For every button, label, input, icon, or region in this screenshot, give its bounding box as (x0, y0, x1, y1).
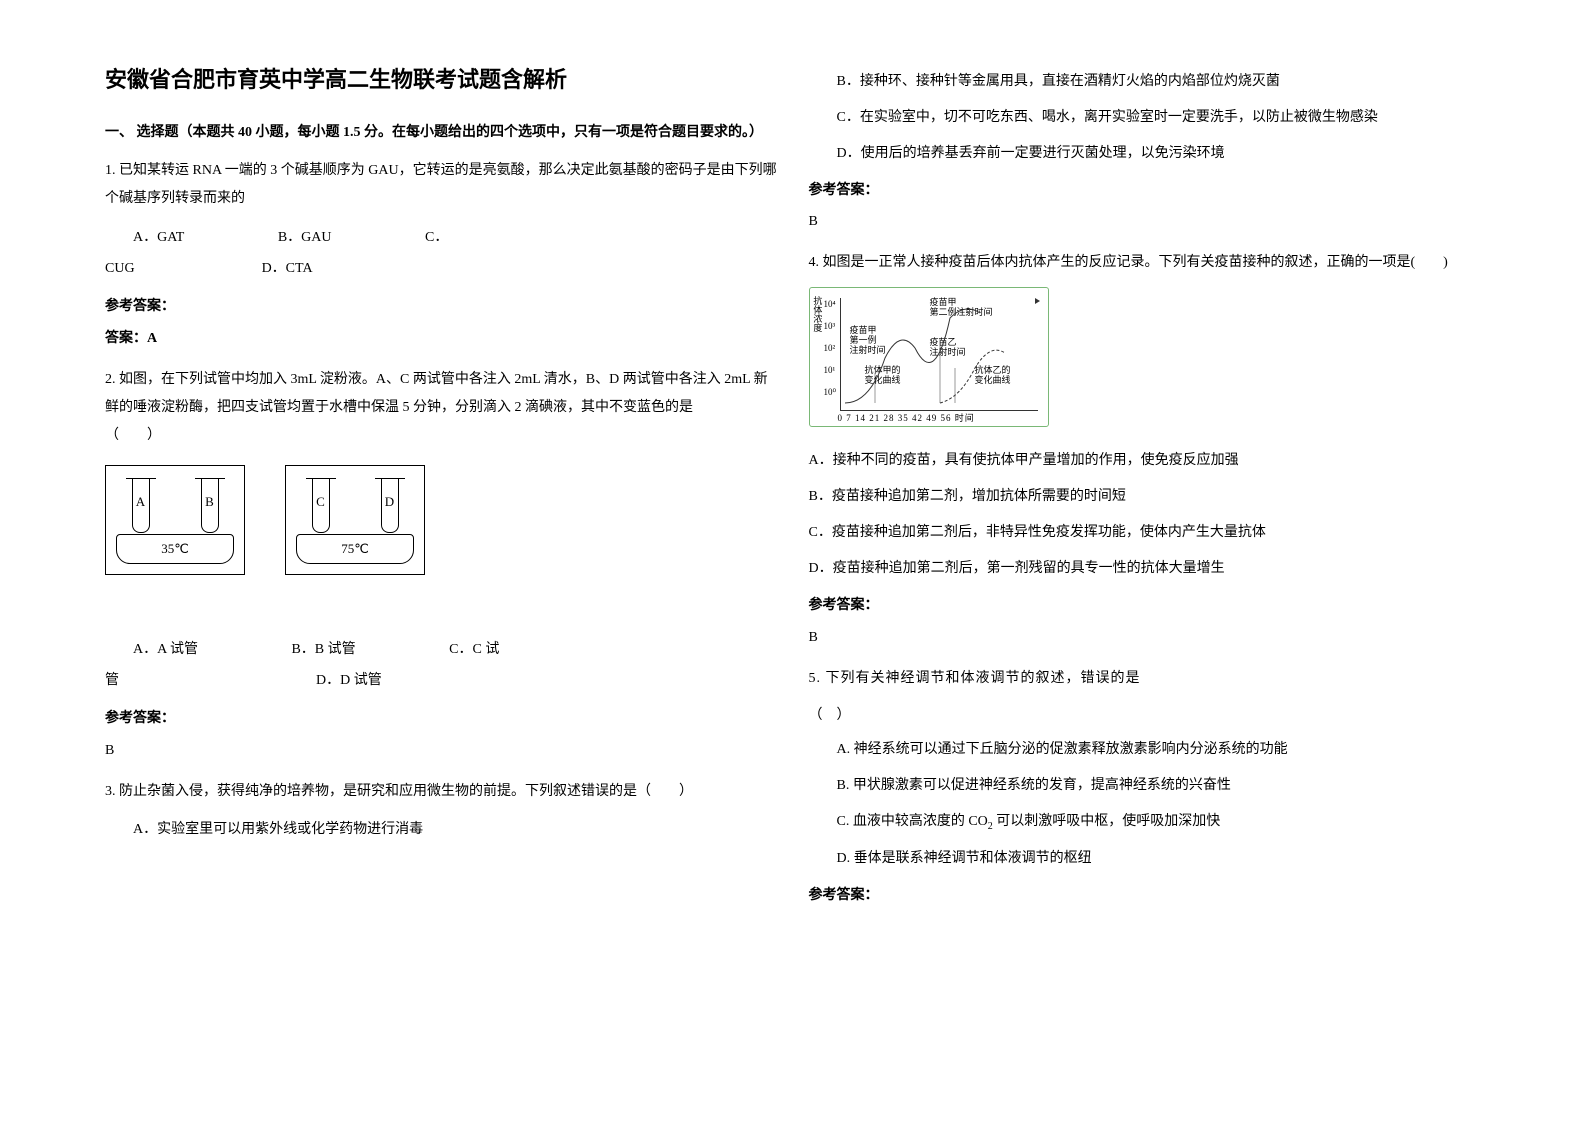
q4-optB: B．疫苗接种追加第二剂，增加抗体所需要的时间短 (809, 483, 1483, 511)
question-2: 2. 如图，在下列试管中均加入 3mL 淀粉液。A、C 两试管中各注入 2mL … (105, 366, 779, 763)
q2-answer: B (105, 738, 779, 763)
q4-optC: C．疫苗接种追加第二剂后，非特异性免疫发挥功能，使体内产生大量抗体 (809, 519, 1483, 547)
beaker-1: A B 35℃ (105, 465, 245, 575)
q1-optB: B．GAU (278, 223, 332, 254)
ytick-4: 10⁴ (824, 300, 836, 310)
left-column: 安徽省合肥市育英中学高二生物联考试题含解析 一、 选择题（本题共 40 小题，每… (90, 60, 794, 1062)
q1-optA: A．GAT (105, 223, 184, 254)
q4-optA: A．接种不同的疫苗，具有使抗体甲产量增加的作用，使免疫反应加强 (809, 447, 1483, 475)
question-3-cont: B．接种环、接种针等金属用具，直接在酒精灯火焰的内焰部位灼烧灭菌 C．在实验室中… (809, 68, 1483, 234)
q2-ref-label: 参考答案： (105, 706, 779, 731)
question-1: 1. 已知某转运 RNA 一端的 3 个碱基顺序为 GAU，它转运的是亮氨酸，那… (105, 157, 779, 351)
q2-optA: A．A 试管 (105, 635, 198, 666)
q3-text: 3. 防止杂菌入侵，获得纯净的培养物，是研究和应用微生物的前提。下列叙述错误的是… (105, 778, 779, 806)
q5-text: 5. 下列有关神经调节和体液调节的叙述，错误的是 (809, 665, 1483, 693)
q5-optB: B. 甲状腺激素可以促进神经系统的发育，提高神经系统的兴奋性 (809, 772, 1483, 800)
q1-text: 1. 已知某转运 RNA 一端的 3 个碱基顺序为 GAU，它转运的是亮氨酸，那… (105, 157, 779, 213)
q4-answer: B (809, 625, 1483, 650)
q5-optC-pre: C. 血液中较高浓度的 CO (837, 814, 988, 829)
question-3: 3. 防止杂菌入侵，获得纯净的培养物，是研究和应用微生物的前提。下列叙述错误的是… (105, 778, 779, 844)
chart-curves (840, 298, 1040, 413)
q5-paren: （ ） (809, 703, 1483, 728)
q1-optD: D．CTA (262, 261, 313, 276)
q3-optB: B．接种环、接种针等金属用具，直接在酒精灯火焰的内焰部位灼烧灭菌 (809, 68, 1483, 96)
q2-text: 2. 如图，在下列试管中均加入 3mL 淀粉液。A、C 两试管中各注入 2mL … (105, 366, 779, 450)
q2-diagram: A B 35℃ C D (105, 465, 779, 575)
chart-ylabel: 抗体浓度 (812, 296, 822, 332)
xlabels: 0 7 14 21 28 35 42 49 56 时间 (838, 414, 975, 424)
q5-optD: D. 垂体是联系神经调节和体液调节的枢纽 (809, 845, 1483, 873)
q2-options: A．A 试管 B．B 试管 C．C 试 管 D．D 试管 (105, 635, 779, 697)
q1-answer: 答案：A (105, 326, 779, 351)
q3-ref-label: 参考答案： (809, 178, 1483, 203)
q4-chart: 抗体浓度 10⁴ 10³ 10² 10¹ 10⁰ 0 7 14 21 28 35… (809, 287, 1049, 427)
temp-1: 35℃ (159, 537, 191, 560)
q1-ref-label: 参考答案： (105, 294, 779, 319)
q5-ref-label: 参考答案： (809, 883, 1483, 908)
right-column: B．接种环、接种针等金属用具，直接在酒精灯火焰的内焰部位灼烧灭菌 C．在实验室中… (794, 60, 1498, 1062)
q1-options: A．GAT B．GAU C． CUG D．CTA (105, 223, 779, 285)
exam-title: 安徽省合肥市育英中学高二生物联考试题含解析 (105, 60, 779, 100)
q1-optC: CUG (105, 261, 135, 276)
q4-optD: D．疫苗接种追加第二剂后，第一剂残留的具专一性的抗体大量增生 (809, 555, 1483, 583)
temp-2: 75℃ (339, 537, 371, 560)
q2-optD: D．D 试管 (316, 673, 382, 688)
q2-optC-suffix: 管 (105, 673, 119, 688)
q4-ref-label: 参考答案： (809, 593, 1483, 618)
q3-optA: A．实验室里可以用紫外线或化学药物进行消毒 (105, 816, 779, 844)
q1-optC-prefix: C． (425, 223, 448, 254)
q5-optC-post: 可以刺激呼吸中枢，使呼吸加深加快 (993, 814, 1221, 829)
q5-optA: A. 神经系统可以通过下丘脑分泌的促激素释放激素影响内分泌系统的功能 (809, 736, 1483, 764)
q2-optB: B．B 试管 (291, 635, 355, 666)
beaker-2: C D 75℃ (285, 465, 425, 575)
ytick-0: 10⁰ (824, 388, 837, 398)
question-4: 4. 如图是一正常人接种疫苗后体内抗体产生的反应记录。下列有关疫苗接种的叙述，正… (809, 249, 1483, 649)
ytick-1: 10¹ (824, 366, 836, 376)
q4-text: 4. 如图是一正常人接种疫苗后体内抗体产生的反应记录。下列有关疫苗接种的叙述，正… (809, 249, 1483, 277)
question-5: 5. 下列有关神经调节和体液调节的叙述，错误的是 （ ） A. 神经系统可以通过… (809, 665, 1483, 908)
q3-optD: D．使用后的培养基丢弃前一定要进行灭菌处理，以免污染环境 (809, 140, 1483, 168)
q5-optC: C. 血液中较高浓度的 CO2 可以刺激呼吸中枢，使呼吸加深加快 (809, 808, 1483, 837)
q2-optC-prefix: C．C 试 (449, 635, 499, 666)
ytick-3: 10³ (824, 322, 836, 332)
ytick-2: 10² (824, 344, 836, 354)
section-header: 一、 选择题（本题共 40 小题，每小题 1.5 分。在每小题给出的四个选项中，… (105, 120, 779, 145)
q3-optC: C．在实验室中，切不可吃东西、喝水，离开实验室时一定要洗手，以防止被微生物感染 (809, 104, 1483, 132)
q3-answer: B (809, 209, 1483, 234)
